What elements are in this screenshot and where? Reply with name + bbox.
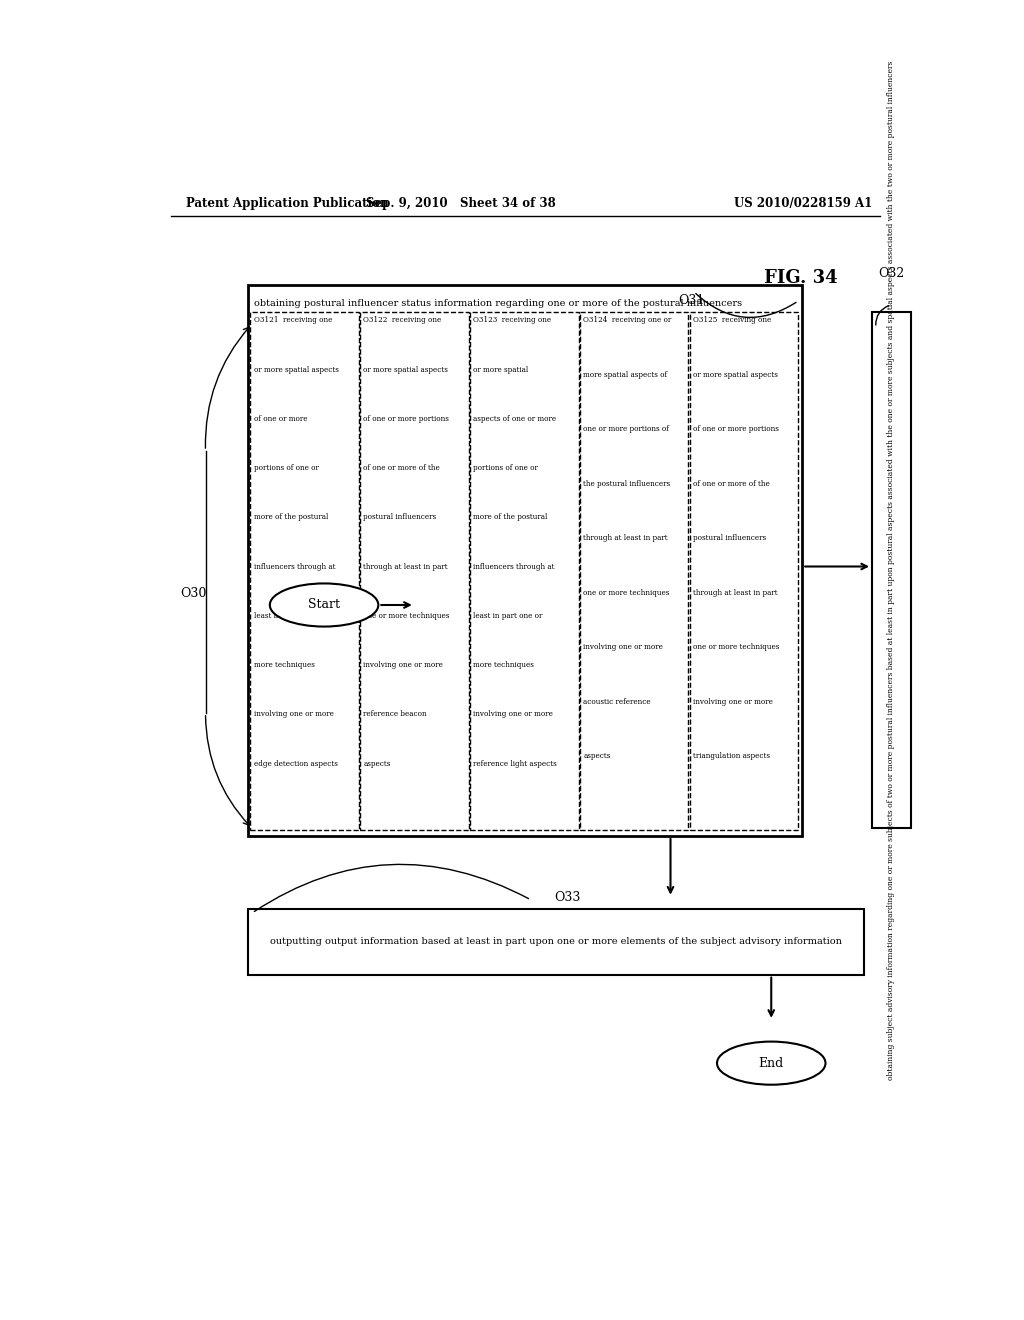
Bar [360, 313, 469, 830]
Text: O3121  receiving one: O3121 receiving one [254, 317, 332, 325]
Text: obtaining subject advisory information regarding one or more subjects of two or : obtaining subject advisory information r… [888, 61, 895, 1080]
Text: O3122  receiving one: O3122 receiving one [364, 317, 441, 325]
Text: FIG. 34: FIG. 34 [764, 269, 838, 286]
Bar [470, 313, 579, 830]
Text: reference beacon: reference beacon [364, 710, 427, 718]
Bar [581, 313, 688, 830]
Text: involving one or more: involving one or more [473, 710, 553, 718]
Text: of one or more portions: of one or more portions [693, 425, 779, 433]
Text: of one or more of the: of one or more of the [693, 479, 770, 487]
Text: or more spatial aspects: or more spatial aspects [254, 366, 338, 374]
Bar [248, 285, 802, 836]
Text: acoustic reference: acoustic reference [584, 697, 651, 705]
Text: one or more techniques: one or more techniques [584, 589, 670, 597]
Text: postural influencers: postural influencers [364, 513, 436, 521]
Text: triangulation aspects: triangulation aspects [693, 752, 770, 760]
Text: aspects: aspects [364, 760, 391, 768]
Text: involving one or more: involving one or more [693, 697, 773, 705]
Text: Start: Start [308, 598, 340, 611]
Text: one or more techniques: one or more techniques [364, 612, 450, 620]
Text: O33: O33 [554, 891, 581, 904]
Text: postural influencers: postural influencers [693, 535, 766, 543]
Text: obtaining postural influencer status information regarding one or more of the po: obtaining postural influencer status inf… [254, 298, 742, 308]
Text: reference light aspects: reference light aspects [473, 760, 557, 768]
Text: least in part one or: least in part one or [473, 612, 543, 620]
Ellipse shape [270, 583, 378, 627]
Text: more techniques: more techniques [254, 661, 314, 669]
Text: more spatial aspects of: more spatial aspects of [584, 371, 668, 379]
Text: more of the postural: more of the postural [473, 513, 548, 521]
Text: Patent Application Publication: Patent Application Publication [186, 197, 389, 210]
Text: the postural influencers: the postural influencers [584, 479, 671, 487]
Bar [690, 313, 799, 830]
Text: Sep. 9, 2010   Sheet 34 of 38: Sep. 9, 2010 Sheet 34 of 38 [367, 197, 556, 210]
Text: one or more techniques: one or more techniques [693, 643, 779, 651]
Text: O3125  receiving one: O3125 receiving one [693, 317, 771, 325]
Text: aspects of one or more: aspects of one or more [473, 414, 556, 422]
Text: or more spatial aspects: or more spatial aspects [364, 366, 449, 374]
Text: involving one or more: involving one or more [254, 710, 334, 718]
Text: O30: O30 [180, 587, 207, 601]
Text: or more spatial: or more spatial [473, 366, 528, 374]
Text: more of the postural: more of the postural [254, 513, 328, 521]
Text: US 2010/0228159 A1: US 2010/0228159 A1 [734, 197, 872, 210]
Text: of one or more of the: of one or more of the [364, 465, 440, 473]
Ellipse shape [717, 1041, 825, 1085]
Text: outputting output information based at least in part upon one or more elements o: outputting output information based at l… [270, 937, 842, 946]
Text: influencers through at: influencers through at [254, 562, 335, 570]
Text: O32: O32 [879, 268, 904, 280]
Text: O31: O31 [678, 294, 705, 308]
Text: least in part one or: least in part one or [254, 612, 323, 620]
Text: O3123  receiving one: O3123 receiving one [473, 317, 552, 325]
Text: of one or more portions: of one or more portions [364, 414, 450, 422]
Text: edge detection aspects: edge detection aspects [254, 760, 338, 768]
Text: influencers through at: influencers through at [473, 562, 555, 570]
Text: End: End [759, 1056, 784, 1069]
Text: O3124  receiving one or: O3124 receiving one or [584, 317, 672, 325]
Text: aspects: aspects [584, 752, 610, 760]
Bar [248, 909, 864, 974]
Bar [872, 313, 910, 829]
Bar [251, 313, 358, 830]
Text: or more spatial aspects: or more spatial aspects [693, 371, 778, 379]
Text: of one or more: of one or more [254, 414, 307, 422]
Text: involving one or more: involving one or more [364, 661, 443, 669]
Text: portions of one or: portions of one or [473, 465, 539, 473]
Text: through at least in part: through at least in part [364, 562, 449, 570]
Text: one or more portions of: one or more portions of [584, 425, 669, 433]
Text: involving one or more: involving one or more [584, 643, 664, 651]
Text: more techniques: more techniques [473, 661, 535, 669]
Text: through at least in part: through at least in part [693, 589, 778, 597]
Text: through at least in part: through at least in part [584, 535, 668, 543]
Text: portions of one or: portions of one or [254, 465, 318, 473]
